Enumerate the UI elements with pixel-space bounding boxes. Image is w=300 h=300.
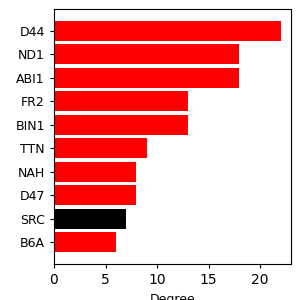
Bar [54,162,136,182]
Bar [54,91,188,111]
Bar [54,68,239,88]
Bar [54,209,126,229]
Bar [54,185,136,205]
Bar [54,44,239,64]
Bar [54,115,188,135]
Bar [54,21,281,40]
X-axis label: Degree: Degree [150,292,195,300]
Bar [54,232,116,252]
Bar [54,138,147,158]
